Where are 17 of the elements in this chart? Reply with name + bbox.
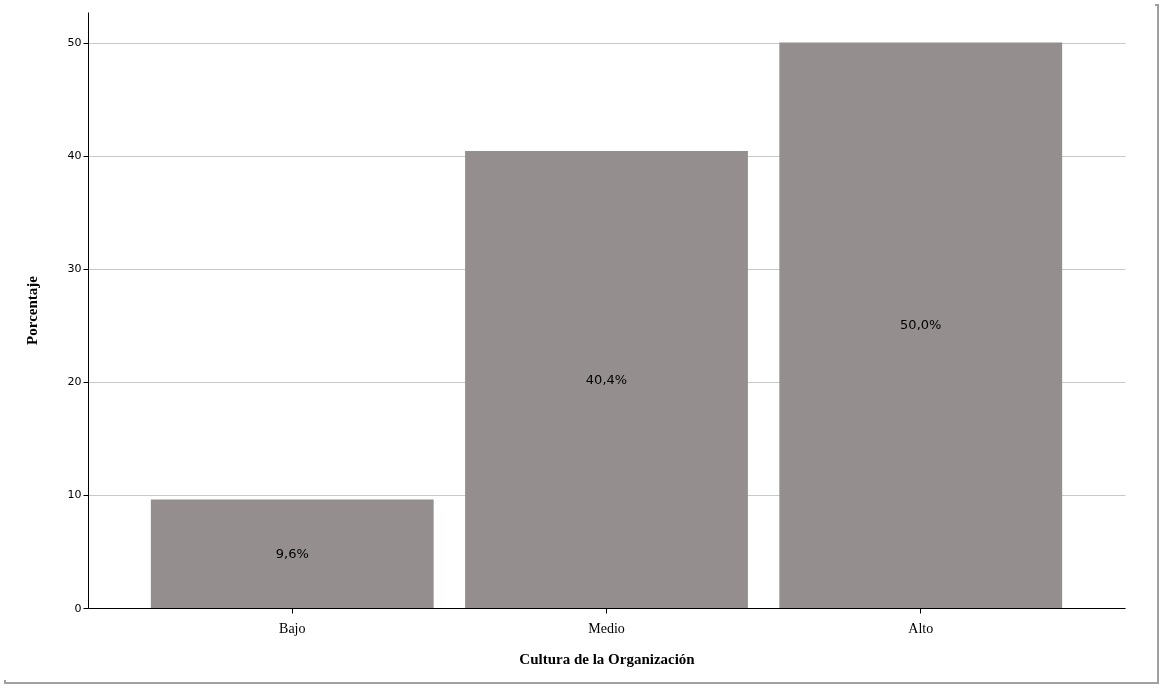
y-tick-label: 40 bbox=[67, 149, 82, 163]
y-tick-label: 30 bbox=[67, 262, 82, 276]
data-label: 50,0% bbox=[900, 317, 942, 333]
y-tick-label: 0 bbox=[74, 601, 82, 615]
y-axis-title: Porcentaje bbox=[23, 275, 40, 345]
x-tick-label: Medio bbox=[588, 620, 625, 636]
bar bbox=[150, 499, 434, 608]
x-tick-label: Bajo bbox=[279, 620, 306, 636]
data-label: 40,4% bbox=[585, 371, 628, 387]
x-tick-label: Alto bbox=[908, 620, 934, 636]
data-label: 9,6% bbox=[275, 545, 309, 561]
y-tick-label: 20 bbox=[67, 375, 82, 389]
y-tick-label: 50 bbox=[67, 36, 82, 50]
bar bbox=[779, 42, 1063, 608]
x-axis-title: Cultura de la Organización bbox=[519, 650, 696, 667]
bar bbox=[465, 151, 748, 608]
y-tick-label: 10 bbox=[67, 488, 82, 502]
